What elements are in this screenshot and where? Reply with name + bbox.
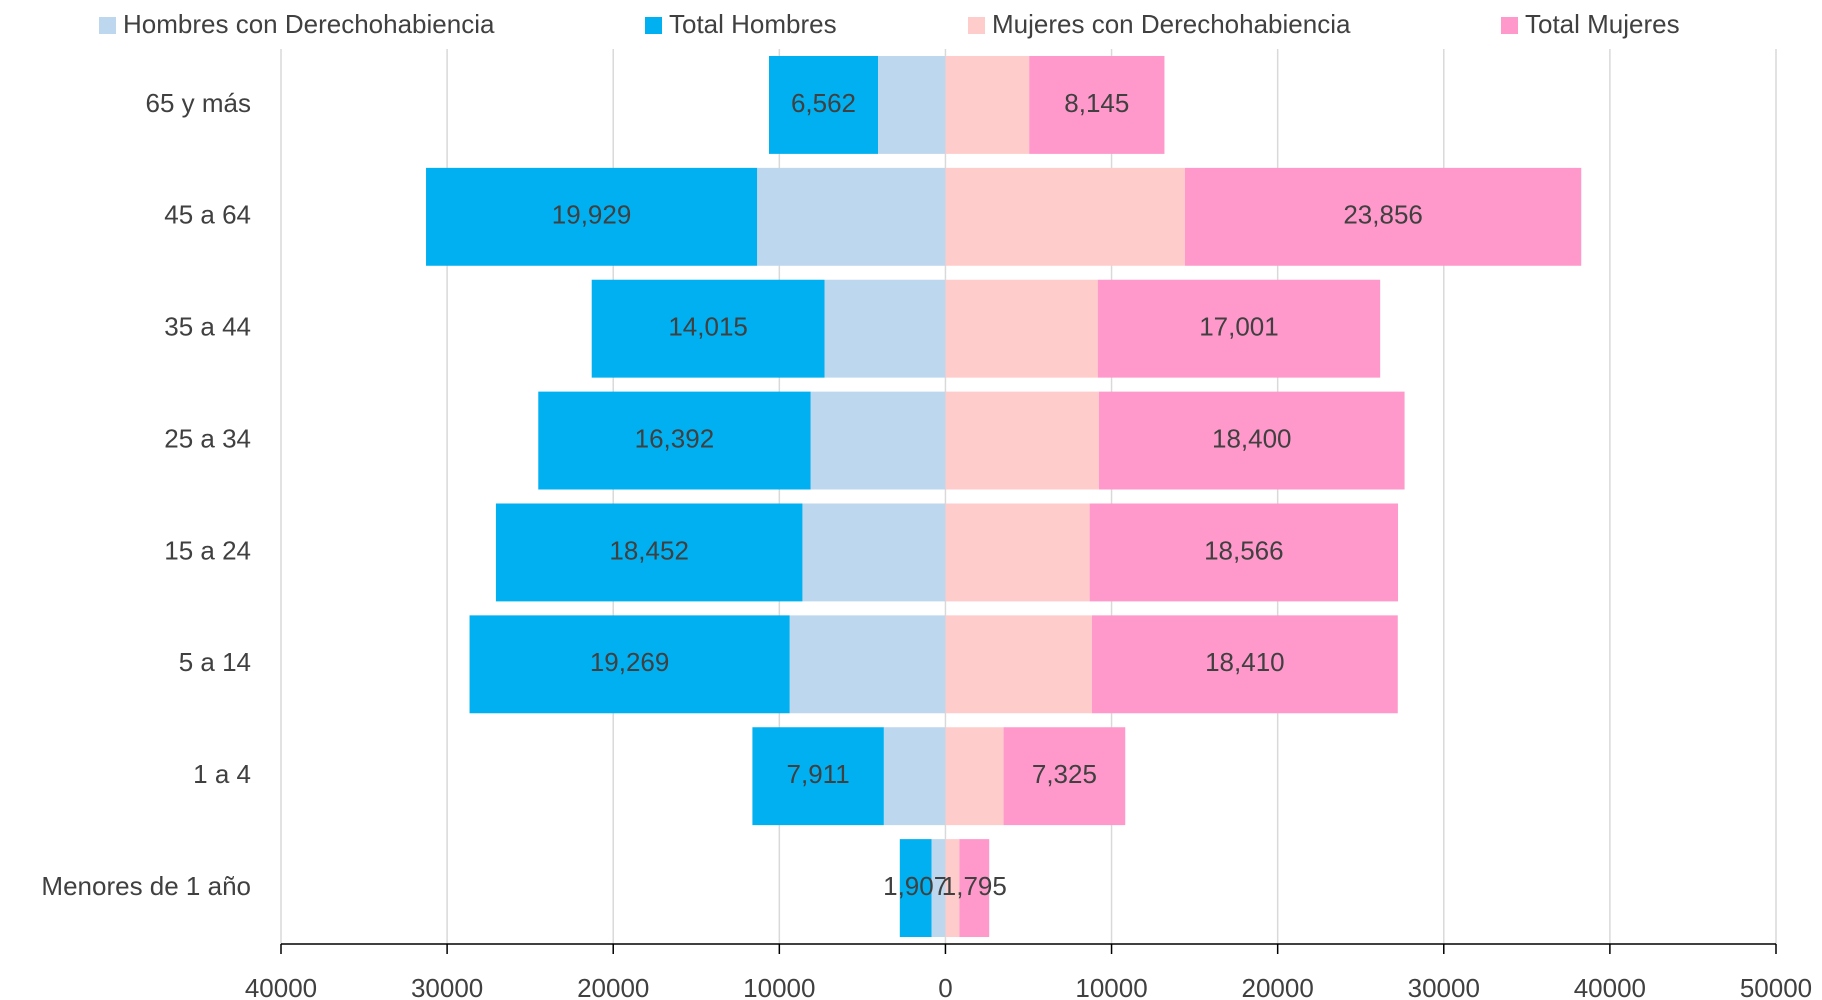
- bar: [945, 839, 960, 938]
- bar: [469, 615, 790, 714]
- x-tick-label: 40000: [1574, 973, 1646, 1000]
- data-label: 23,856: [1343, 200, 1423, 230]
- bar: [945, 279, 1098, 378]
- bar: [945, 727, 1004, 826]
- y-tick-label: 45 a 64: [164, 200, 251, 230]
- data-label: 19,929: [552, 200, 632, 230]
- bar: [1091, 615, 1398, 714]
- data-label: 1,795: [942, 871, 1007, 901]
- bar: [945, 167, 1185, 266]
- bar: [1098, 391, 1405, 490]
- y-tick-label: 15 a 24: [164, 535, 251, 565]
- y-tick-label: 1 a 4: [193, 759, 251, 789]
- x-tick-label: 50000: [1740, 973, 1812, 1000]
- x-tick-label: 20000: [577, 973, 649, 1000]
- legend-label: Total Mujeres: [1525, 9, 1680, 39]
- y-tick-label: 25 a 34: [164, 423, 251, 453]
- legend-swatch: [645, 17, 662, 34]
- x-tick-label: 30000: [411, 973, 483, 1000]
- bar: [789, 615, 946, 714]
- bar: [945, 615, 1092, 714]
- bar: [1184, 167, 1582, 266]
- data-label: 19,269: [590, 647, 670, 677]
- y-tick-label: Menores de 1 año: [41, 871, 251, 901]
- data-label: 17,001: [1199, 312, 1279, 342]
- data-label: 1,907: [883, 871, 948, 901]
- data-label: 8,145: [1064, 88, 1129, 118]
- data-label: 7,325: [1032, 759, 1097, 789]
- x-tick-label: 30000: [1408, 973, 1480, 1000]
- data-label: 14,015: [668, 312, 748, 342]
- data-label: 6,562: [791, 88, 856, 118]
- bar: [1089, 503, 1399, 602]
- bar: [883, 727, 946, 826]
- data-label: 18,566: [1204, 535, 1284, 565]
- bar: [878, 55, 946, 154]
- data-label: 18,400: [1212, 423, 1292, 453]
- x-tick-label: 10000: [743, 973, 815, 1000]
- bar: [591, 279, 825, 378]
- x-tick-label: 20000: [1242, 973, 1314, 1000]
- bar: [495, 503, 803, 602]
- legend-label: Hombres con Derechohabiencia: [123, 9, 495, 39]
- bar: [945, 503, 1090, 602]
- bar: [899, 839, 932, 938]
- legend-swatch: [1501, 17, 1518, 34]
- bar: [757, 167, 946, 266]
- data-label: 7,911: [787, 759, 850, 789]
- bar: [959, 839, 990, 938]
- bar: [426, 167, 758, 266]
- bar: [1003, 727, 1126, 826]
- bar: [945, 391, 1099, 490]
- bar: [1097, 279, 1381, 378]
- bar: [945, 55, 1030, 154]
- bar: [810, 391, 946, 490]
- bar: [752, 727, 884, 826]
- y-tick-label: 35 a 44: [164, 312, 251, 342]
- x-tick-label: 0: [938, 973, 952, 1000]
- bar: [931, 839, 946, 938]
- bar: [538, 391, 811, 490]
- y-tick-label: 5 a 14: [179, 647, 251, 677]
- x-tick-label: 10000: [1075, 973, 1147, 1000]
- x-tick-label: 40000: [245, 973, 317, 1000]
- data-label: 18,410: [1205, 647, 1285, 677]
- legend-label: Total Hombres: [669, 9, 837, 39]
- data-label: 18,452: [609, 535, 689, 565]
- bar: [1029, 55, 1165, 154]
- bar: [824, 279, 946, 378]
- legend-swatch: [968, 17, 985, 34]
- bar: [769, 55, 879, 154]
- data-label: 16,392: [635, 423, 715, 453]
- y-tick-label: 65 y más: [146, 88, 252, 118]
- legend-swatch: [99, 17, 116, 34]
- legend-label: Mujeres con Derechohabiencia: [992, 9, 1351, 39]
- bar: [802, 503, 946, 602]
